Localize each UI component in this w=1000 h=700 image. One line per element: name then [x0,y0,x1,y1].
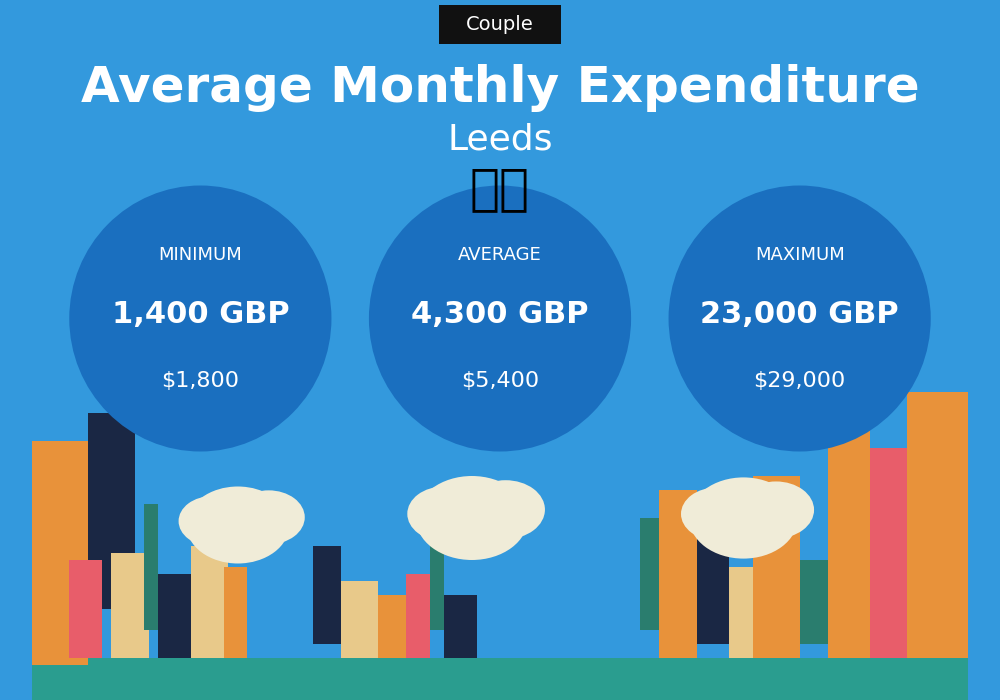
FancyBboxPatch shape [697,504,729,644]
FancyBboxPatch shape [144,504,158,630]
Text: AVERAGE: AVERAGE [458,246,542,265]
Ellipse shape [69,186,331,452]
FancyBboxPatch shape [439,5,561,43]
Circle shape [738,482,814,538]
Text: 🇬🇧: 🇬🇧 [470,165,530,213]
Circle shape [407,486,480,541]
FancyBboxPatch shape [32,441,88,665]
FancyBboxPatch shape [32,658,968,700]
Text: $5,400: $5,400 [461,372,539,391]
FancyBboxPatch shape [753,476,800,658]
Ellipse shape [669,186,931,452]
Text: MAXIMUM: MAXIMUM [755,246,845,265]
FancyBboxPatch shape [313,546,341,644]
FancyBboxPatch shape [158,574,200,658]
Text: MINIMUM: MINIMUM [158,246,242,265]
Ellipse shape [369,186,631,452]
FancyBboxPatch shape [659,490,697,658]
Text: 23,000 GBP: 23,000 GBP [700,300,899,330]
Text: $29,000: $29,000 [754,372,846,391]
Circle shape [466,480,545,539]
FancyBboxPatch shape [341,581,378,658]
FancyBboxPatch shape [224,567,247,658]
FancyBboxPatch shape [828,406,870,658]
FancyBboxPatch shape [406,574,430,658]
Text: Average Monthly Expenditure: Average Monthly Expenditure [81,64,919,111]
FancyBboxPatch shape [444,595,477,658]
Text: $1,800: $1,800 [161,372,239,391]
Text: Leeds: Leeds [447,123,553,157]
Circle shape [179,496,246,546]
Text: 4,300 GBP: 4,300 GBP [411,300,589,330]
FancyBboxPatch shape [430,490,444,630]
FancyBboxPatch shape [870,448,907,658]
Circle shape [416,476,528,560]
Circle shape [186,486,289,564]
Circle shape [689,477,798,559]
FancyBboxPatch shape [111,553,149,658]
Text: Couple: Couple [466,15,534,34]
FancyBboxPatch shape [907,392,968,658]
FancyBboxPatch shape [640,518,664,630]
FancyBboxPatch shape [191,546,228,658]
Text: 1,400 GBP: 1,400 GBP [112,300,289,330]
Circle shape [681,487,752,540]
Circle shape [233,490,305,545]
FancyBboxPatch shape [88,413,135,609]
FancyBboxPatch shape [729,567,758,658]
FancyBboxPatch shape [800,560,828,644]
FancyBboxPatch shape [69,560,102,658]
FancyBboxPatch shape [378,595,406,658]
